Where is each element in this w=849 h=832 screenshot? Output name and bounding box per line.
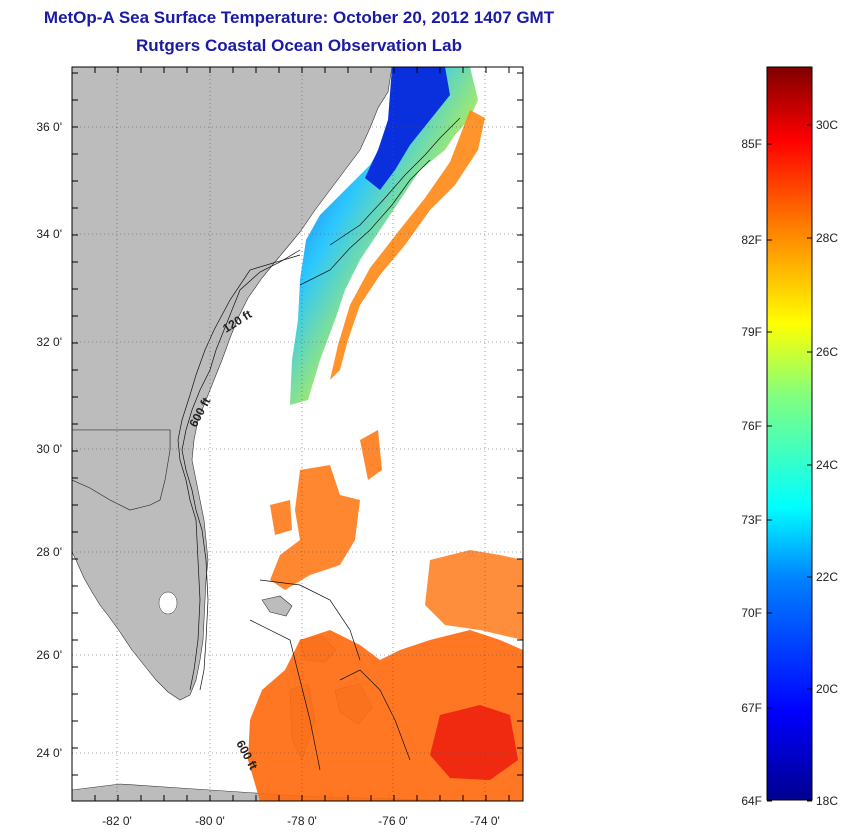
longitude-labels: -82 0' -80 0' -78 0' -76 0' -74 0' — [102, 814, 500, 828]
colorbar-f-label: 70F — [741, 606, 762, 620]
lake-okeechobee — [158, 591, 178, 615]
colorbar-c-label: 20C — [816, 682, 838, 696]
colorbar-c-label: 22C — [816, 570, 838, 584]
colorbar-c-label: 28C — [816, 231, 838, 245]
axis-ticks — [71, 67, 523, 801]
lat-label: 34 0' — [36, 227, 62, 241]
map-border — [71, 66, 524, 802]
sst-cold-north — [365, 67, 450, 190]
lat-label: 28 0' — [36, 545, 62, 559]
colorbar-f-label: 73F — [741, 513, 762, 527]
sst-carolina-shelf — [290, 67, 478, 405]
sst-patch-east-florida — [270, 430, 382, 590]
lat-label: 36 0' — [36, 120, 62, 134]
colorbar-c-label: 24C — [816, 458, 838, 472]
lon-label: -76 0' — [378, 814, 408, 828]
colorbar-f-label: 76F — [741, 419, 762, 433]
lat-label: 32 0' — [36, 335, 62, 349]
colorbar-f-label: 82F — [741, 233, 762, 247]
lon-label: -80 0' — [195, 814, 225, 828]
lat-label: 24 0' — [36, 746, 62, 760]
sst-southeast-warm — [425, 550, 523, 640]
colorbar-f-label: 67F — [741, 701, 762, 715]
map-subtitle: Rutgers Coastal Ocean Observation Lab — [136, 36, 462, 55]
colorbar-c-label: 18C — [816, 794, 838, 808]
colorbar-c-label: 26C — [816, 345, 838, 359]
lon-label: -82 0' — [102, 814, 132, 828]
depth-contours — [177, 117, 461, 771]
lon-label: -74 0' — [470, 814, 500, 828]
colorbar-f-label: 64F — [741, 794, 762, 808]
colorbar-f-label: 79F — [741, 325, 762, 339]
colorbar-ticks: 85F 82F 79F 76F 73F 70F 67F 64F 30C 28C 26C 24C 22C 2… — [741, 118, 838, 808]
colorbar-f-label: 85F — [741, 137, 762, 151]
lat-label: 26 0' — [36, 648, 62, 662]
lon-label: -78 0' — [287, 814, 317, 828]
latitude-labels: 36 0' 34 0' 32 0' 30 0' 28 0' 26 0' 24 0' — [36, 120, 62, 760]
colorbar-c-label: 30C — [816, 118, 838, 132]
sst-hot-spot — [430, 705, 518, 780]
lat-label: 30 0' — [36, 442, 62, 456]
sst-gulf-stream — [330, 110, 485, 380]
map-title: MetOp-A Sea Surface Temperature: October… — [43, 8, 555, 27]
colorbar — [766, 66, 813, 801]
land-florida-panhandle — [72, 429, 171, 511]
